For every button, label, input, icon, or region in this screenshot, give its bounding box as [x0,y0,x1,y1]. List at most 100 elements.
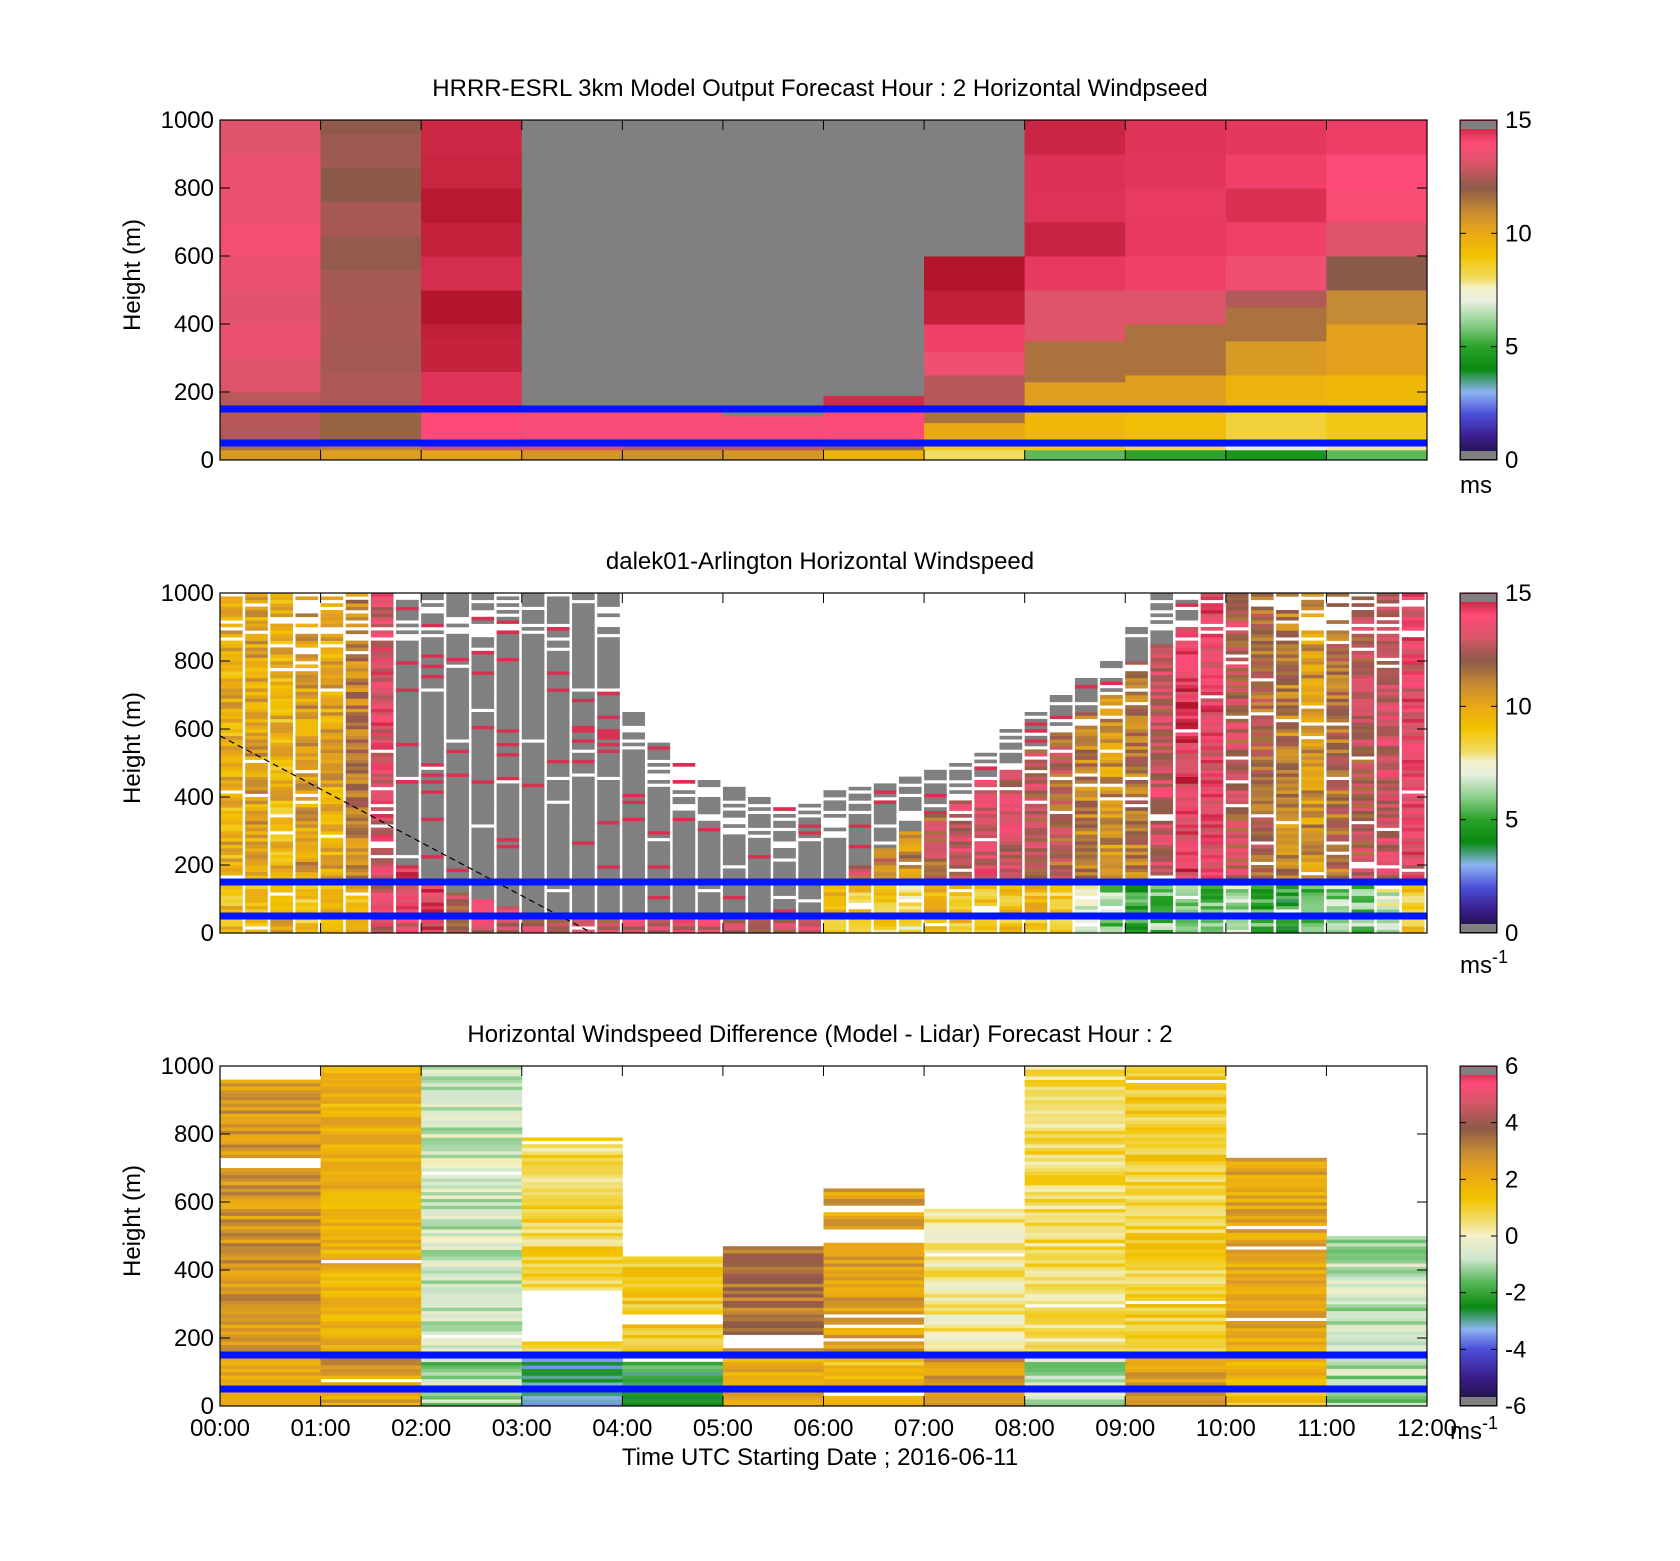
heatmap-cell [823,837,847,842]
heatmap-cell [672,868,696,873]
heatmap-cell [1225,633,1249,638]
heatmap-cell [773,837,796,842]
heatmap-cell [1049,705,1073,709]
heatmap-cell [1225,1368,1327,1373]
heatmap-cell [1225,449,1327,461]
heatmap-cell [320,769,344,774]
heatmap-cell [1175,661,1199,665]
heatmap-cell [823,1198,925,1203]
heatmap-cell [245,722,268,726]
heatmap-cell [396,834,419,839]
heatmap-cell [1024,1300,1126,1305]
heatmap-cell [873,848,897,852]
heatmap-cell [295,637,319,641]
heatmap-cell [1100,861,1123,866]
heatmap-cell [1225,1259,1327,1264]
heatmap-cell [421,1263,523,1267]
heatmap-cell [597,671,620,675]
heatmap-cell [421,1314,523,1318]
heatmap-cell [622,810,645,815]
heatmap-cell [421,841,444,845]
heatmap-cell [873,929,897,934]
heatmap-cell [370,919,394,924]
heatmap-cell [1351,831,1375,835]
heatmap-cell [974,844,998,849]
colorbar-cap [1461,451,1496,459]
heatmap-cell [496,650,520,655]
heatmap-cell [572,627,595,631]
heatmap-cell [471,746,495,750]
heatmap-cell [320,1382,422,1386]
heatmap-cell [245,701,268,706]
heatmap-cell [320,1222,422,1227]
heatmap-cell [1351,848,1375,852]
heatmap-cell [320,1079,422,1084]
heatmap-cell [345,742,369,747]
heatmap-cell [1376,701,1400,706]
heatmap-cell [245,834,268,839]
heatmap-cell [1074,868,1098,873]
heatmap-cell [1276,919,1299,924]
heatmap-cell [1276,701,1299,706]
heatmap-cell [1351,776,1375,781]
heatmap-cell [521,1171,623,1176]
heatmap-cell [1125,1154,1227,1159]
heatmap-cell [1225,1222,1327,1227]
heatmap-cell [370,715,394,720]
heatmap-cell [1125,674,1148,679]
heatmap-cell [546,654,570,658]
heatmap-cell [471,729,495,733]
heatmap-cell [597,593,620,597]
heatmap-cell [370,722,394,726]
heatmap-cell [1225,154,1327,189]
heatmap-cell [1401,786,1425,791]
heatmap-cell [1125,684,1148,689]
heatmap-cell [245,851,268,856]
heatmap-cell [1024,790,1048,794]
heatmap-cell [1049,708,1073,713]
heatmap-cell [798,820,821,825]
heatmap-cell [521,831,545,835]
heatmap-cell [1225,1253,1327,1257]
heatmap-cell [1326,698,1350,703]
heatmap-cell [245,681,268,686]
heatmap-cell [1125,786,1148,791]
heatmap-cell [722,841,746,845]
heatmap-cell [823,868,847,873]
heatmap-cell [320,831,344,835]
heatmap-cell [245,616,268,621]
x-tick-label: 03:00 [492,1415,552,1442]
heatmap-cell [295,688,319,692]
heatmap-cell [1326,1256,1428,1261]
heatmap-cell [295,905,319,910]
heatmap-cell [773,902,796,907]
heatmap-cell [898,837,922,842]
heatmap-cell [320,905,344,910]
heatmap-cell [697,844,721,849]
heatmap-cell [1301,759,1324,764]
heatmap-cell [1225,1283,1327,1288]
y-tick-label: 400 [174,311,214,338]
heatmap-cell [647,885,671,890]
heatmap-cell [320,1205,422,1210]
heatmap-cell [320,868,344,873]
heatmap-cell [823,865,847,869]
heatmap-cell [1326,729,1350,733]
heatmap-cell [421,1096,523,1101]
heatmap-cell [1376,732,1400,737]
heatmap-cell [1326,681,1350,686]
heatmap-cell [320,746,344,750]
heatmap-cell [1351,684,1375,689]
heatmap-cell [295,817,319,822]
heatmap-cell [370,606,394,611]
heatmap-cell [446,922,469,927]
heatmap-cell [999,895,1023,900]
heatmap-cell [1351,633,1375,638]
heatmap-cell [999,926,1023,930]
heatmap-cell [848,871,872,876]
heatmap-cell [521,786,545,791]
heatmap-cell [521,1382,623,1386]
heatmap-cell [697,854,721,859]
heatmap-cell [421,725,444,730]
